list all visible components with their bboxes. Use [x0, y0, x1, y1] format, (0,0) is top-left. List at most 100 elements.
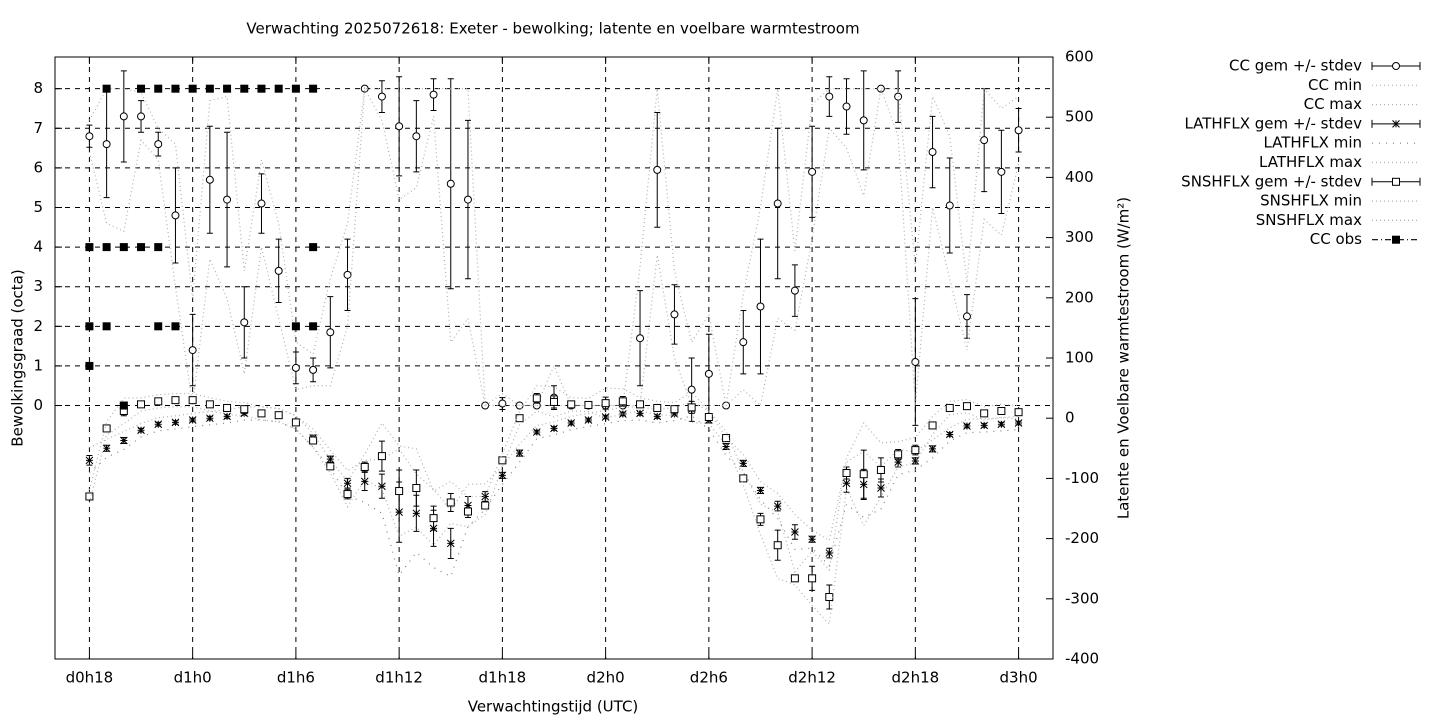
data-point: [515, 414, 524, 423]
data-point: [894, 450, 903, 459]
data-point: [773, 199, 782, 208]
series-line: [89, 401, 1019, 542]
legend-label: LATHFLX min: [1263, 134, 1362, 152]
data-point: [532, 394, 541, 403]
data-point: [205, 175, 214, 184]
data-point: [963, 422, 971, 430]
data-point: [171, 322, 180, 331]
data-point: [498, 471, 507, 480]
data-point: [825, 549, 834, 557]
data-point: [291, 363, 300, 372]
x-tick-label: d2h6: [690, 669, 728, 687]
series-line: [88, 385, 1019, 573]
data-point: [446, 179, 455, 188]
legend-label: CC max: [1304, 95, 1363, 113]
data-point: [498, 456, 507, 465]
data-point: [137, 426, 145, 435]
data-point: [722, 434, 731, 443]
data-point: [377, 92, 386, 101]
legend-label: SNSHFLX min: [1260, 192, 1362, 210]
data-point: [188, 416, 197, 424]
y-tick-label: 5: [33, 198, 43, 216]
data-point: [188, 346, 197, 355]
data-point: [274, 411, 283, 420]
data-point: [360, 477, 369, 486]
data-point: [154, 322, 163, 331]
legend-marker: [1392, 235, 1400, 244]
data-point: [446, 539, 455, 548]
x-tick-label: d3h0: [1000, 669, 1038, 687]
data-point: [636, 409, 644, 418]
data-point: [601, 413, 610, 421]
data-point: [240, 318, 249, 327]
y-tick-label: 3: [33, 277, 43, 295]
data-point: [188, 396, 197, 405]
data-point: [825, 592, 834, 601]
data-point: [205, 400, 214, 409]
data-point: [722, 442, 730, 451]
y2-tick-label: -300: [1065, 589, 1099, 607]
data-point: [137, 84, 146, 93]
y-axis-label: Bewolkingsgraad (octa): [9, 269, 27, 446]
data-point: [102, 424, 111, 433]
data-point: [102, 444, 111, 453]
data-point: [825, 92, 834, 101]
data-point: [670, 310, 679, 319]
y2-tick-label: -200: [1065, 529, 1099, 547]
data-point: [171, 84, 180, 93]
series-line: [89, 415, 1019, 578]
data-point: [119, 243, 128, 252]
data-point: [412, 484, 421, 493]
data-point: [463, 507, 472, 516]
y-tick-label: 7: [33, 119, 43, 137]
y2-axis-label: Latente en Voelbare warmtestroom (W/m²): [1115, 197, 1133, 519]
data-point: [395, 487, 404, 496]
data-point: [997, 406, 1006, 415]
data-point: [704, 412, 713, 421]
data-point: [446, 498, 455, 507]
data-point: [928, 148, 937, 157]
data-point: [601, 399, 610, 408]
legend-marker: [1392, 177, 1400, 186]
legend-label: CC gem +/- stdev: [1229, 57, 1362, 75]
data-point: [584, 400, 593, 409]
data-point: [980, 409, 989, 418]
x-tick-label: d2h12: [788, 669, 836, 687]
data-point: [171, 211, 180, 220]
data-point: [653, 412, 662, 421]
data-point: [911, 457, 920, 465]
data-point: [240, 409, 249, 418]
legend-marker: [1392, 62, 1400, 70]
data-point: [550, 424, 558, 433]
data-point: [980, 421, 989, 430]
data-point: [154, 397, 163, 406]
y-tick-label: 8: [33, 79, 43, 97]
data-point: [137, 112, 146, 121]
data-point: [739, 474, 748, 483]
legend-label: CC min: [1308, 76, 1362, 94]
legend-label: LATHFLX max: [1259, 153, 1362, 171]
data-point: [790, 574, 799, 583]
data-point: [636, 400, 645, 409]
y2-tick-label: 300: [1065, 228, 1094, 246]
legend-label: SNSHFLX gem +/- stdev: [1181, 172, 1362, 190]
data-point: [395, 122, 404, 131]
data-point: [326, 455, 335, 463]
data-point: [481, 492, 490, 501]
data-point: [808, 535, 816, 544]
data-point: [412, 132, 421, 141]
data-point: [223, 412, 231, 421]
data-point: [274, 266, 283, 275]
data-point: [567, 419, 576, 427]
x-tick-label: d1h6: [277, 669, 315, 687]
data-point: [85, 322, 94, 331]
data-point: [842, 102, 851, 111]
data-point: [206, 414, 214, 423]
data-point: [997, 167, 1006, 176]
data-point: [928, 445, 937, 453]
x-tick-label: d1h18: [479, 669, 527, 687]
y-tick-label: 2: [33, 317, 43, 335]
data-point: [223, 84, 232, 93]
data-point: [240, 84, 249, 93]
data-point: [343, 479, 352, 488]
